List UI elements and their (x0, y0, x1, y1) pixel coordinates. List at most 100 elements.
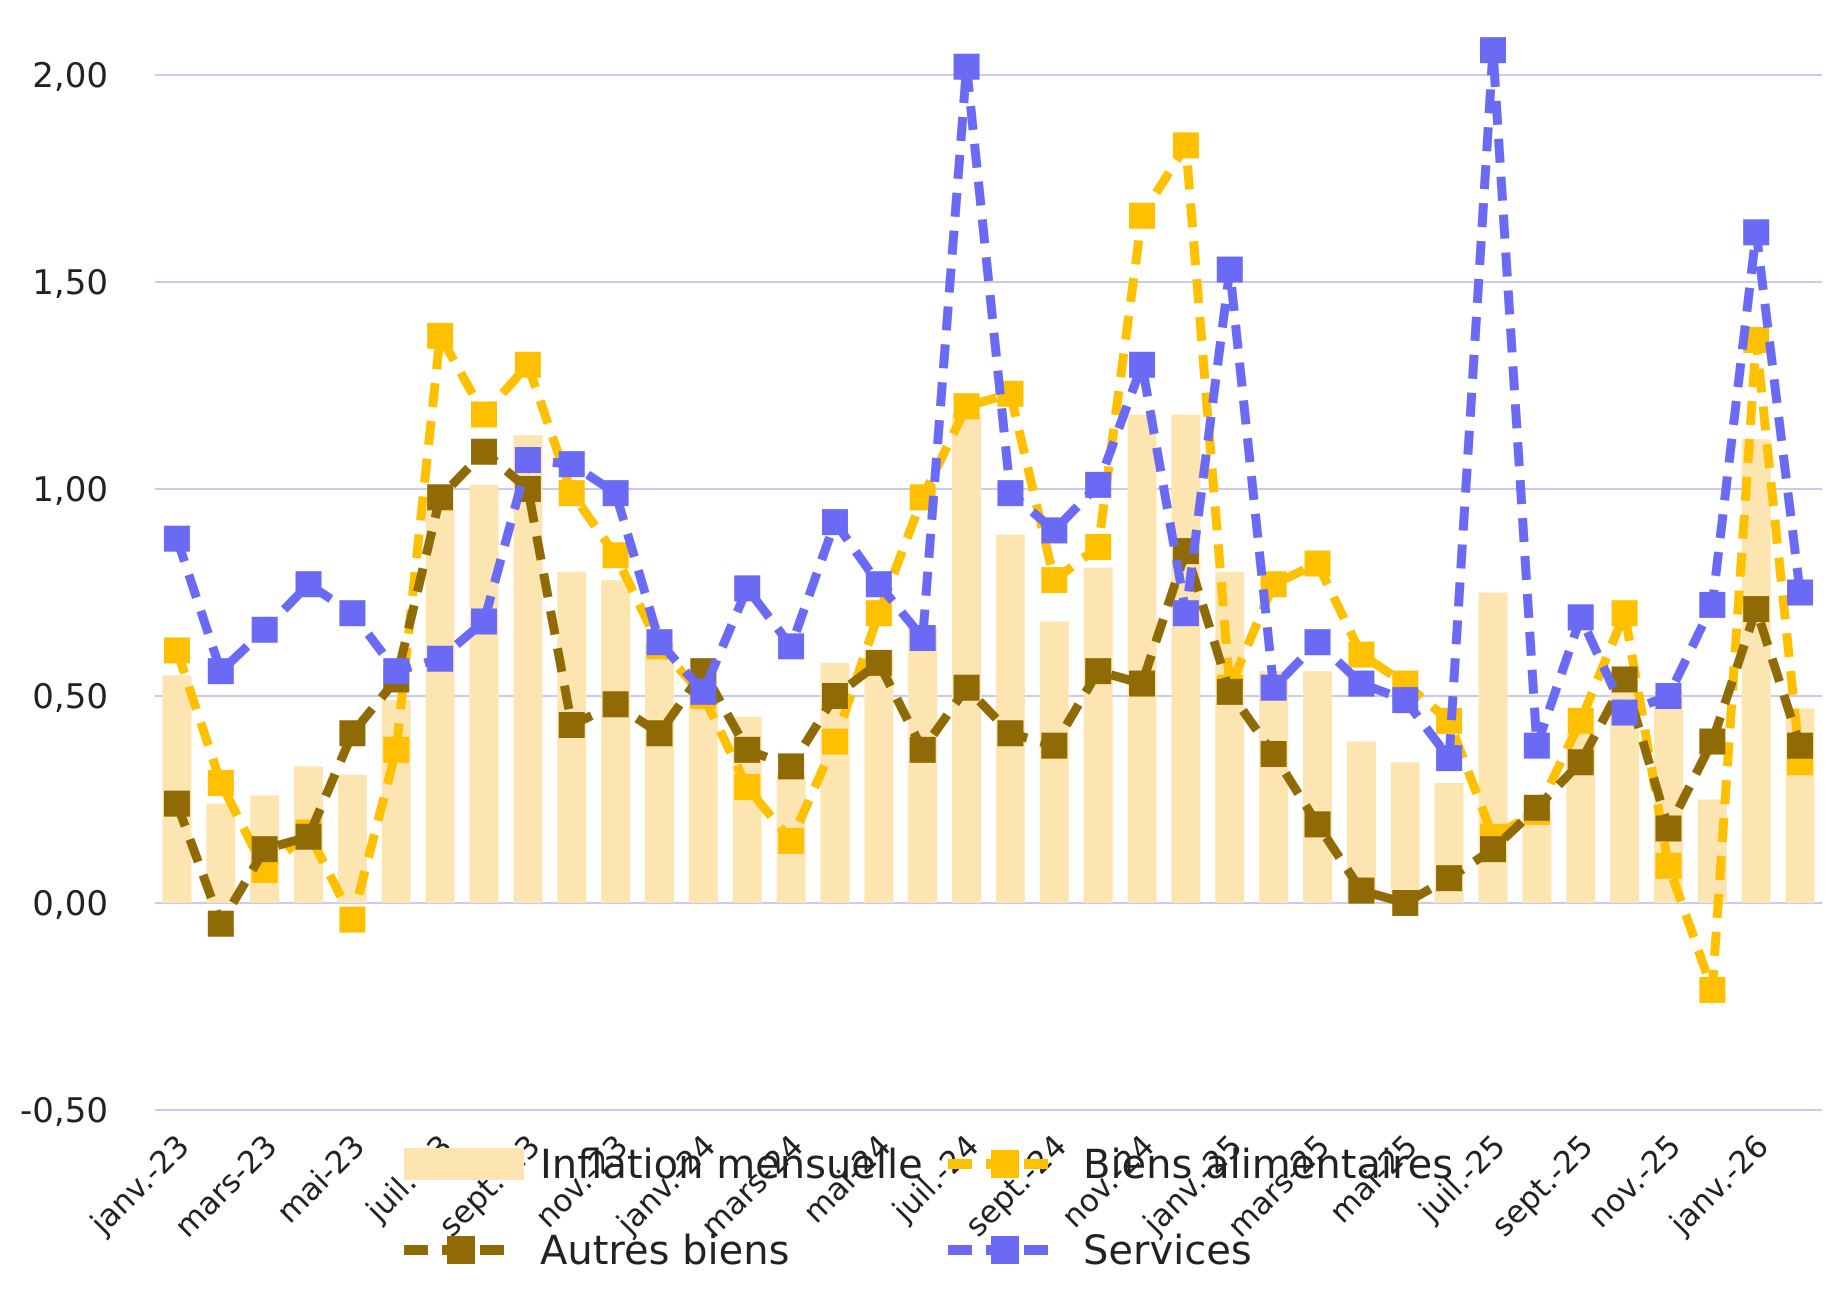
data-point (558, 480, 585, 507)
data-point (163, 637, 190, 664)
bar (995, 534, 1025, 903)
data-point (207, 769, 234, 796)
legend-swatch-marker (991, 1236, 1019, 1264)
data-point (1216, 256, 1243, 283)
data-point (821, 683, 848, 709)
legend-item-biens-alimentaires: Biens alimentaires (948, 1142, 1453, 1188)
data-point (1304, 811, 1331, 838)
data-point (251, 616, 278, 643)
data-point (295, 571, 322, 598)
bar (1171, 414, 1201, 903)
x-tick-label: mai-23 (270, 1128, 372, 1230)
y-tick-label: 1,50 (32, 263, 108, 303)
data-point (1304, 629, 1331, 656)
data-point (821, 509, 848, 536)
data-point (997, 720, 1024, 747)
data-point (602, 542, 629, 569)
data-point (1523, 732, 1550, 759)
y-tick-label: -0,50 (20, 1091, 108, 1131)
data-point (1392, 890, 1419, 916)
data-point (1699, 728, 1726, 755)
data-point (1567, 707, 1594, 734)
data-point (1260, 674, 1287, 701)
data-point (1129, 351, 1156, 378)
data-point (1743, 219, 1770, 246)
data-point (295, 823, 322, 850)
data-point (163, 525, 190, 552)
data-point (1129, 202, 1156, 229)
legend-item-inflation-mensuelle: Inflation mensuelle (404, 1142, 923, 1188)
data-point (1304, 550, 1331, 577)
data-point (1436, 865, 1463, 892)
bar (1259, 671, 1289, 903)
y-tick-label: 0,00 (32, 884, 108, 924)
data-point (953, 674, 980, 701)
y-tick-label: 1,00 (32, 470, 108, 510)
data-point (646, 629, 673, 656)
data-point (1436, 745, 1463, 772)
data-point (1567, 604, 1594, 631)
legend-label: Autres biens (540, 1228, 789, 1274)
data-point (602, 691, 629, 718)
bar (1522, 811, 1552, 903)
data-point (778, 753, 805, 780)
legend-label: Services (1083, 1228, 1252, 1274)
data-point (163, 790, 190, 817)
data-point (514, 447, 541, 474)
data-point (1699, 591, 1726, 618)
bar (688, 696, 718, 903)
data-point (1172, 132, 1199, 159)
data-point (471, 608, 498, 635)
data-point (1699, 976, 1726, 1003)
legend: Inflation mensuelle Biens alimentaires A… (404, 1142, 1453, 1274)
bar (1741, 439, 1771, 903)
legend-item-services: Services (948, 1228, 1252, 1274)
legend-label: Inflation mensuelle (540, 1142, 923, 1188)
bar (1039, 621, 1069, 903)
line-series-2 (163, 438, 1814, 937)
y-tick-label: 2,00 (32, 56, 108, 96)
data-point (1392, 687, 1419, 714)
data-point (514, 351, 541, 378)
data-point (339, 720, 366, 747)
data-point (646, 720, 673, 747)
legend-label: Biens alimentaires (1083, 1142, 1453, 1188)
data-point (383, 736, 410, 763)
data-point (953, 393, 980, 420)
line-series-3 (163, 37, 1814, 772)
data-point (1041, 732, 1068, 759)
data-point (1655, 815, 1682, 842)
data-point (778, 633, 805, 660)
data-point (427, 322, 454, 349)
gridlines (155, 74, 1822, 1111)
data-point (865, 571, 892, 598)
data-point (734, 736, 761, 763)
y-tick-label: 0,50 (32, 677, 108, 717)
bar (645, 642, 674, 903)
data-point (339, 906, 366, 933)
data-point (1611, 600, 1638, 627)
series-line (172, 447, 1805, 929)
data-point (997, 480, 1024, 507)
data-point (471, 438, 498, 465)
data-point (251, 836, 278, 863)
bar (1083, 567, 1113, 903)
bar (1697, 799, 1727, 903)
data-point (558, 711, 585, 738)
data-point (1611, 666, 1638, 693)
bar (425, 509, 455, 903)
data-point (953, 53, 980, 80)
data-point (1041, 517, 1068, 544)
data-point (1479, 37, 1506, 64)
bar (1303, 671, 1332, 903)
data-point (1348, 877, 1375, 904)
data-point (427, 484, 454, 511)
legend-swatch-bar (404, 1148, 524, 1180)
data-point (865, 600, 892, 627)
data-point (602, 480, 629, 507)
data-point (1479, 836, 1506, 863)
data-point (427, 645, 454, 672)
data-point (1655, 852, 1682, 879)
series-line (172, 45, 1805, 763)
